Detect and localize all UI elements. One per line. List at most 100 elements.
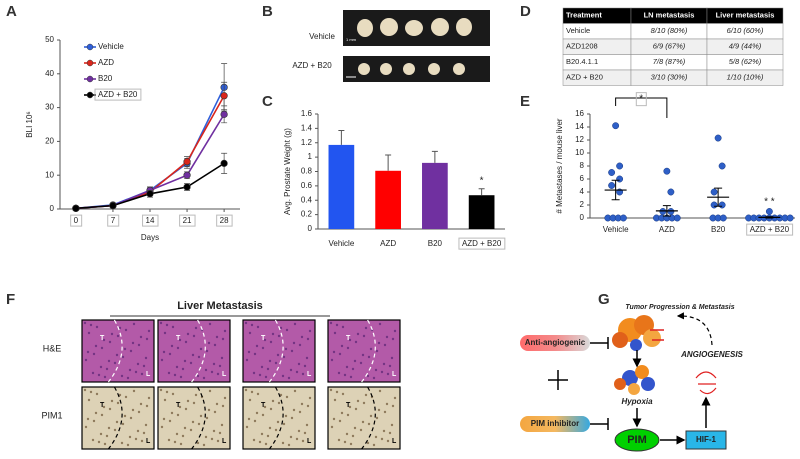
nucleus	[91, 438, 95, 442]
y-axis-label: # Metastases / mouse liver	[555, 118, 564, 213]
region-label: T	[176, 402, 181, 409]
y-tick-label: 0	[308, 224, 313, 233]
micrograph	[242, 386, 316, 450]
point	[718, 201, 726, 209]
series-line	[75, 162, 225, 210]
nucleus	[256, 325, 260, 329]
pill	[520, 416, 590, 432]
scale-bar-label: 1 mm	[346, 37, 357, 42]
point	[719, 214, 727, 222]
nucleus	[208, 389, 212, 393]
nucleus	[97, 373, 101, 377]
nucleus	[366, 441, 370, 445]
y-tick-label: 50	[45, 35, 54, 44]
nucleus	[116, 401, 120, 405]
nucleus	[255, 411, 259, 415]
nucleus	[189, 428, 193, 432]
nucleus	[128, 368, 132, 372]
y-tick-label: 0.4	[301, 195, 313, 204]
nucleus	[255, 344, 259, 348]
nucleus	[179, 375, 183, 379]
boundary	[361, 386, 376, 450]
nucleus	[293, 322, 297, 326]
table-cell-text: B20.4.1.1	[566, 57, 598, 66]
panel-label: G	[598, 291, 610, 308]
nucleus	[295, 437, 299, 441]
region-label: T	[100, 402, 105, 409]
nucleus	[377, 341, 381, 345]
nucleus	[145, 337, 149, 341]
table-cell-text: Vehicle	[566, 26, 590, 35]
y-tick-label: 12	[575, 135, 584, 144]
nucleus	[276, 420, 280, 424]
nucleus	[144, 423, 148, 427]
y-tick-label: 1.2	[301, 138, 313, 147]
x-axis-label: Days	[141, 233, 159, 242]
nucleus	[276, 353, 280, 357]
nucleus	[297, 429, 301, 433]
nucleus	[207, 341, 211, 345]
panel-label: E	[520, 93, 530, 110]
bar	[375, 170, 401, 229]
nucleus	[95, 325, 99, 329]
nucleus	[279, 393, 283, 397]
nucleus	[84, 425, 88, 429]
nucleus	[120, 441, 124, 445]
nucleus	[348, 405, 352, 409]
panel-label: D	[520, 3, 531, 20]
nucleus	[160, 425, 164, 429]
nucleus	[277, 401, 281, 405]
nucleus	[183, 359, 187, 363]
label-box	[458, 237, 506, 250]
nucleus	[129, 349, 133, 353]
nucleus	[303, 364, 307, 368]
table-cell	[706, 69, 784, 86]
nucleus	[194, 326, 198, 330]
nucleus	[220, 423, 224, 427]
y-tick-label: 10	[575, 148, 584, 157]
nucleus	[338, 352, 342, 356]
node-label: ANGIOGENESIS	[680, 350, 743, 359]
nucleus	[266, 367, 270, 371]
nucleus	[351, 434, 355, 438]
nucleus	[388, 431, 392, 435]
significance-bracket	[615, 97, 668, 118]
point	[183, 183, 191, 191]
nucleus	[191, 353, 195, 357]
nucleus	[386, 372, 390, 376]
point	[765, 208, 773, 215]
table-cell-text: 1/10 (10%)	[727, 73, 764, 82]
nucleus	[91, 371, 95, 375]
point	[710, 188, 718, 196]
point	[667, 188, 675, 196]
table-header: Treatment	[566, 11, 602, 20]
nucleus	[84, 358, 88, 362]
nucleus	[210, 437, 214, 441]
nucleus	[337, 371, 341, 375]
x-tick-label: 21	[183, 216, 192, 225]
nucleus	[266, 434, 270, 438]
nucleus	[284, 347, 288, 351]
nucleus	[179, 442, 183, 446]
region-label: T	[346, 402, 351, 409]
region-label: L	[146, 438, 151, 445]
table-cell-text: 8/10 (80%)	[651, 26, 688, 35]
point	[663, 167, 671, 175]
nucleus	[107, 359, 111, 363]
y-tick-label: 14	[575, 122, 584, 131]
nucleus	[212, 429, 216, 433]
nucleus	[171, 325, 175, 329]
nucleus	[345, 365, 349, 369]
x-tick-label: AZD	[659, 225, 675, 234]
nucleus	[178, 338, 182, 342]
nucleus	[137, 343, 141, 347]
nucleus	[213, 343, 217, 347]
nucleus	[202, 443, 206, 447]
nucleus	[256, 392, 260, 396]
nucleus	[191, 420, 195, 424]
nucleus	[279, 326, 283, 330]
nucleus	[139, 335, 143, 339]
bar	[328, 144, 355, 229]
nucleus	[282, 355, 286, 359]
nucleus	[252, 438, 256, 442]
